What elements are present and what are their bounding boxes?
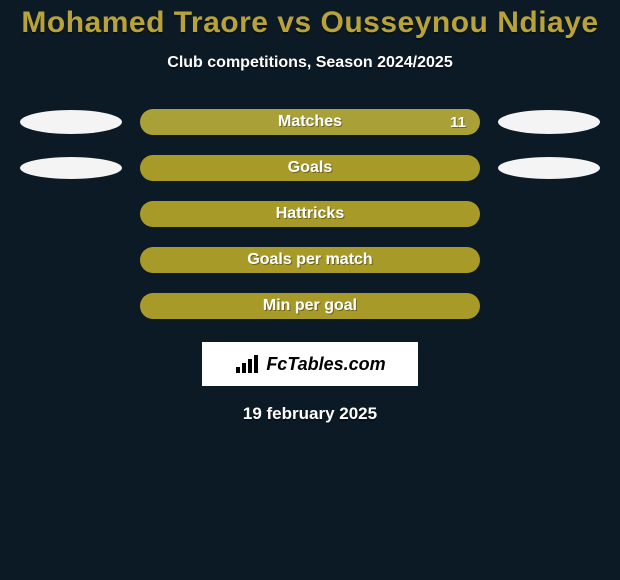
stat-bar: Goals — [140, 155, 480, 181]
stat-row: Goals — [10, 154, 610, 182]
comparison-title: Mohamed Traore vs Ousseynou Ndiaye — [0, 0, 620, 40]
stat-row: Goals per match — [10, 246, 610, 274]
stat-label: Min per goal — [263, 297, 357, 315]
stat-row: Min per goal — [10, 292, 610, 320]
left-ellipse — [20, 110, 122, 134]
stat-rows: Matches 11 Goals Hattricks Goals per match Mi… — [0, 108, 620, 320]
stat-bar: Goals per match — [140, 247, 480, 273]
stat-row: Hattricks — [10, 200, 610, 228]
brand-text: FcTables.com — [266, 354, 385, 375]
stat-label: Matches — [278, 113, 342, 131]
comparison-subtitle: Club competitions, Season 2024/2025 — [0, 54, 620, 72]
stat-label: Goals — [288, 159, 332, 177]
stat-bar: Hattricks — [140, 201, 480, 227]
stat-label: Goals per match — [247, 251, 372, 269]
right-ellipse — [498, 110, 600, 134]
left-ellipse — [20, 157, 122, 179]
stat-value: 11 — [450, 114, 466, 131]
right-ellipse — [498, 157, 600, 179]
snapshot-date: 19 february 2025 — [0, 404, 620, 424]
stat-bar: Min per goal — [140, 293, 480, 319]
stat-row: Matches 11 — [10, 108, 610, 136]
stat-label: Hattricks — [276, 205, 344, 223]
stat-bar: Matches 11 — [140, 109, 480, 135]
chart-icon — [234, 353, 260, 375]
brand-box: FcTables.com — [202, 342, 418, 386]
